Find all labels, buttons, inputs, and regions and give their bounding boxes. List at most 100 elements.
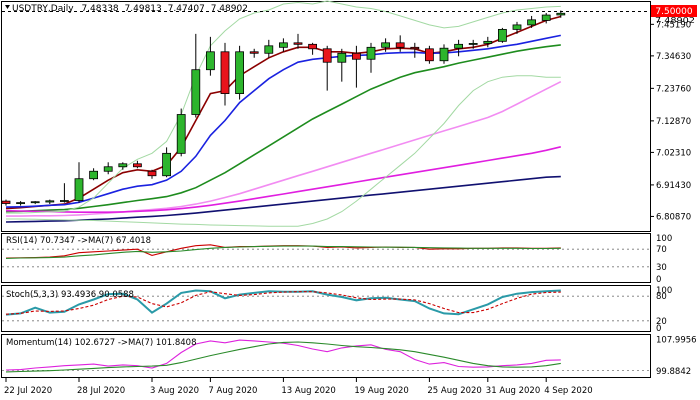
candle-body [293,42,303,45]
x-axis-group: 22 Jul 2020 28 Jul 2020 3 Aug 2020 7 Aug 20… [4,378,593,396]
candle-body [512,24,522,30]
candle-body [424,48,434,62]
candle-body [30,201,40,204]
symbol-label: USDTRY [12,4,48,14]
candle-body [103,166,113,172]
second-price-label: 7.48902 [655,16,695,25]
price-scale-group: 7.45190 7.34630 7.23760 7.12870 7.02310 6.914… [650,20,691,222]
oscillator-tick-label: 107.9956 [656,335,697,345]
candle-body [162,152,172,177]
candle-body [337,52,347,63]
main-panel-title: USDTRY,Daily 7.48338 7.49813 7.47407 7.4… [5,4,248,14]
candle-body [89,170,98,180]
candle-body [1,200,11,204]
oscillator-tick-label: 20 [656,317,667,327]
candle-body [191,69,201,115]
current-price-label: 7.50000 [655,7,692,17]
oscillator-line [5,245,561,259]
ohlc-high: 7.49813 [125,4,162,14]
candle-body [454,43,464,49]
candle-body [176,114,186,154]
x-tick-label: 22 Jul 2020 [4,386,52,396]
moving-averages-group [5,0,562,227]
x-tick-label: 19 Aug 2020 [354,386,408,396]
oscillator-tick-label: 0 [656,324,661,334]
x-tick-label: 28 Jul 2020 [77,386,125,396]
candle-body [118,163,128,168]
candle-body [468,43,478,45]
ma-line-2 [5,44,561,213]
x-tick-label: 31 Aug 2020 [486,386,540,396]
ma-line-1 [5,34,561,208]
candle-body [410,46,420,50]
candle-body [278,42,288,48]
candle-body [497,28,507,42]
ma-line-4 [5,146,561,213]
oscillator-tick-label: 0 [656,275,661,285]
candle-body [74,178,84,201]
candle-body [366,46,376,60]
price-tick-label: 7.45190 [656,20,691,30]
x-tick-label: 13 Aug 2020 [281,386,335,396]
candle-body [541,14,551,21]
oscillator-tick-label: 70 [656,245,667,255]
oscillator-tick-label: 100 [656,286,672,296]
x-tick-label: 7 Aug 2020 [208,386,257,396]
oscillator-tick-label: 80 [656,292,667,302]
candle-body [527,19,536,26]
candle-body [351,52,361,60]
candle-body [132,163,142,168]
x-tick-label: 4 Sep 2020 [544,386,592,396]
ma-line-7 [6,75,561,227]
candle-body [147,170,157,177]
oscillator-tick-label: 99.8842 [656,367,691,377]
candle-body [205,51,215,71]
candle-body [249,51,259,54]
candle-body [264,45,274,54]
candle-body [220,51,230,94]
oscillator-tick-label: 100 [656,234,672,244]
price-tick-label: 7.34630 [656,52,691,62]
candle-body [556,12,566,16]
price-tick-label: 6.91430 [656,181,691,191]
timeframe-separator: , [48,4,51,14]
candle-body [483,40,493,44]
oscillator-line [5,339,561,371]
oscillator-tick-label: 30 [656,263,667,273]
ma-line-0 [5,15,562,210]
current-price-tag [651,5,697,17]
ohlc-open: 7.48338 [81,4,118,14]
svg-text:USDTRY,Daily 7.48338: USDTRY,Daily 7.48338 7.49813 7.47407 7.4… [12,4,248,14]
candle-body [439,47,449,62]
ma-line-3 [6,80,562,217]
price-tick-label: 7.12870 [656,117,691,127]
ma-line-5 [5,175,561,223]
x-tick-label: 3 Aug 2020 [150,386,199,396]
ohlc-close: 7.48902 [211,4,248,14]
rsi-panel-frame [1,233,651,283]
price-tick-label: 7.23760 [656,84,691,94]
candle-body [395,42,405,48]
stoch-title: Stoch(5,3,3) 93.4936 90.0588 [6,290,134,300]
candle-body [235,51,245,94]
ohlc-low: 7.47407 [168,4,205,14]
timeframe-label: Daily [51,4,74,14]
oscillator-line [5,289,561,316]
x-tick-label: 25 Aug 2020 [427,386,481,396]
ma-line-6 [6,0,561,214]
candle-body [16,202,26,205]
oscillator-line [5,291,561,315]
oscillator-line [5,341,561,373]
candle-body [60,200,69,202]
candle-body [322,48,332,63]
chevron-down-icon [5,5,10,9]
price-tick-label: 7.02310 [656,148,691,158]
rsi-title: RSI(14) 70.7347 ->MA(7) 67.4018 [6,236,151,246]
momentum-title: Momentum(14) 102.6727 ->MA(7) 101.8408 [6,338,196,348]
price-tick-label: 6.80870 [656,212,691,222]
candle-body [381,42,391,48]
candle-body [308,43,318,50]
